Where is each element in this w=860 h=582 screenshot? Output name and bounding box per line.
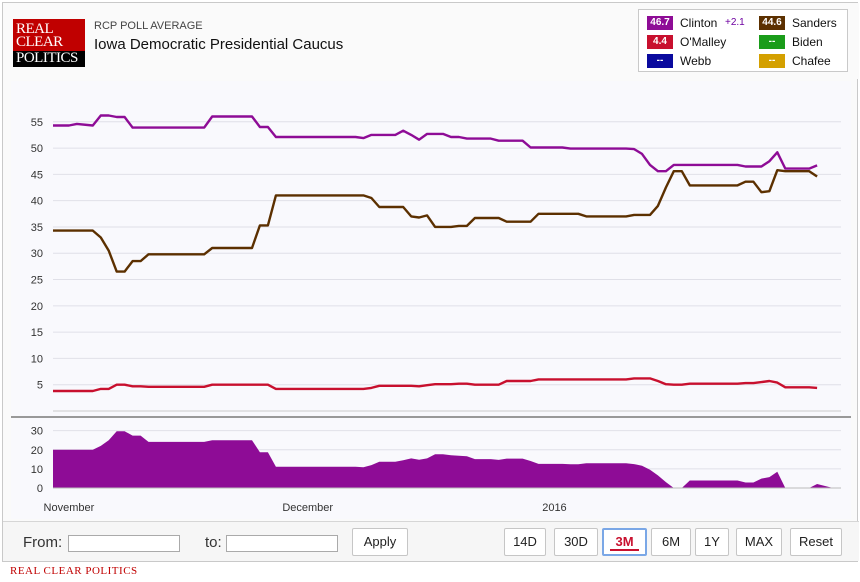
- legend-swatch: 4.4: [647, 35, 673, 49]
- range-button-30d[interactable]: 30D: [554, 528, 598, 556]
- legend-swatch: 46.7: [647, 16, 673, 30]
- legend-swatch: --: [647, 54, 673, 68]
- logo-line-3: POLITICS: [13, 51, 85, 67]
- legend-change: +2.1: [725, 17, 745, 28]
- legend-swatch: --: [759, 54, 785, 68]
- x-tick-label: December: [282, 502, 333, 514]
- chart-widget: REAL CLEAR POLITICS RCP POLL AVERAGE Iow…: [2, 2, 859, 562]
- y-tick-label: 50: [31, 143, 43, 155]
- chart-svg[interactable]: 5 10 15 20 25 30 35 40 45 50 55 0 10 20 30 November Dece…: [11, 81, 851, 519]
- legend-name: Chafee: [792, 54, 831, 68]
- legend-name: O'Malley: [680, 35, 727, 49]
- range-button-6m[interactable]: 6M: [651, 528, 691, 556]
- y-tick-label: 40: [31, 196, 43, 208]
- y-tick-label: 25: [31, 275, 43, 287]
- legend-item-sanders[interactable]: 44.6 Sanders: [759, 14, 844, 31]
- y-tick-label: 10: [31, 353, 43, 365]
- y-tick-label: 45: [31, 169, 43, 181]
- to-label: to:: [205, 534, 222, 551]
- plot-area: 5 10 15 20 25 30 35 40 45 50 55 0 10 20 30 November Dece…: [11, 81, 851, 519]
- from-date-input[interactable]: [68, 535, 180, 552]
- from-label: From:: [23, 534, 63, 551]
- legend-swatch: 44.6: [759, 16, 785, 30]
- legend: 46.7 Clinton +2.1 44.6 Sanders 4.4 O'Mal…: [638, 9, 848, 72]
- legend-item-omalley[interactable]: 4.4 O'Malley: [647, 33, 747, 50]
- to-date-input[interactable]: [226, 535, 338, 552]
- y-tick-label: 30: [31, 248, 43, 260]
- legend-item-clinton[interactable]: 46.7 Clinton +2.1: [647, 14, 747, 31]
- series-line-clinton: [53, 114, 818, 173]
- legend-item-webb[interactable]: -- Webb: [647, 52, 747, 69]
- footer-brand: REAL CLEAR POLITICS: [10, 565, 138, 577]
- range-button-3m[interactable]: 3M: [602, 528, 647, 556]
- chart-subtitle: RCP POLL AVERAGE: [94, 20, 203, 32]
- series-line-omalley: [53, 377, 818, 393]
- reset-button[interactable]: Reset: [790, 528, 842, 556]
- apply-button[interactable]: Apply: [352, 528, 408, 556]
- y-tick-label: 55: [31, 117, 43, 129]
- range-button-max[interactable]: MAX: [736, 528, 782, 556]
- y-tick-label: 35: [31, 222, 43, 234]
- y-tick-label: 5: [37, 380, 43, 392]
- header: REAL CLEAR POLITICS RCP POLL AVERAGE Iow…: [3, 3, 859, 79]
- spread-y-tick-label: 10: [31, 464, 43, 476]
- spread-y-tick-label: 30: [31, 426, 43, 438]
- y-tick-label: 15: [31, 327, 43, 339]
- y-tick-label: 20: [31, 301, 43, 313]
- series-line-sanders: [53, 169, 818, 273]
- range-button-1y[interactable]: 1Y: [695, 528, 729, 556]
- rcp-logo[interactable]: REAL CLEAR POLITICS: [13, 19, 85, 67]
- legend-name: Webb: [680, 54, 712, 68]
- spread-area: [53, 431, 834, 488]
- legend-name: Biden: [792, 35, 823, 49]
- legend-name: Clinton: [680, 16, 718, 30]
- spread-y-tick-label: 0: [37, 483, 43, 495]
- legend-swatch: --: [759, 35, 785, 49]
- logo-line-1: REAL: [16, 21, 54, 37]
- legend-item-chafee[interactable]: -- Chafee: [759, 52, 844, 69]
- x-tick-label: 2016: [542, 502, 566, 514]
- logo-line-2: CLEAR: [16, 34, 63, 50]
- x-tick-label: November: [44, 502, 95, 514]
- legend-item-biden[interactable]: -- Biden: [759, 33, 844, 50]
- legend-name: Sanders: [792, 16, 837, 30]
- range-button-14d[interactable]: 14D: [504, 528, 546, 556]
- range-controls: From: to: Apply 14D 30D 3M 6M 1Y MAX Res…: [3, 521, 859, 561]
- spread-y-tick-label: 20: [31, 445, 43, 457]
- chart-title: Iowa Democratic Presidential Caucus: [94, 36, 344, 53]
